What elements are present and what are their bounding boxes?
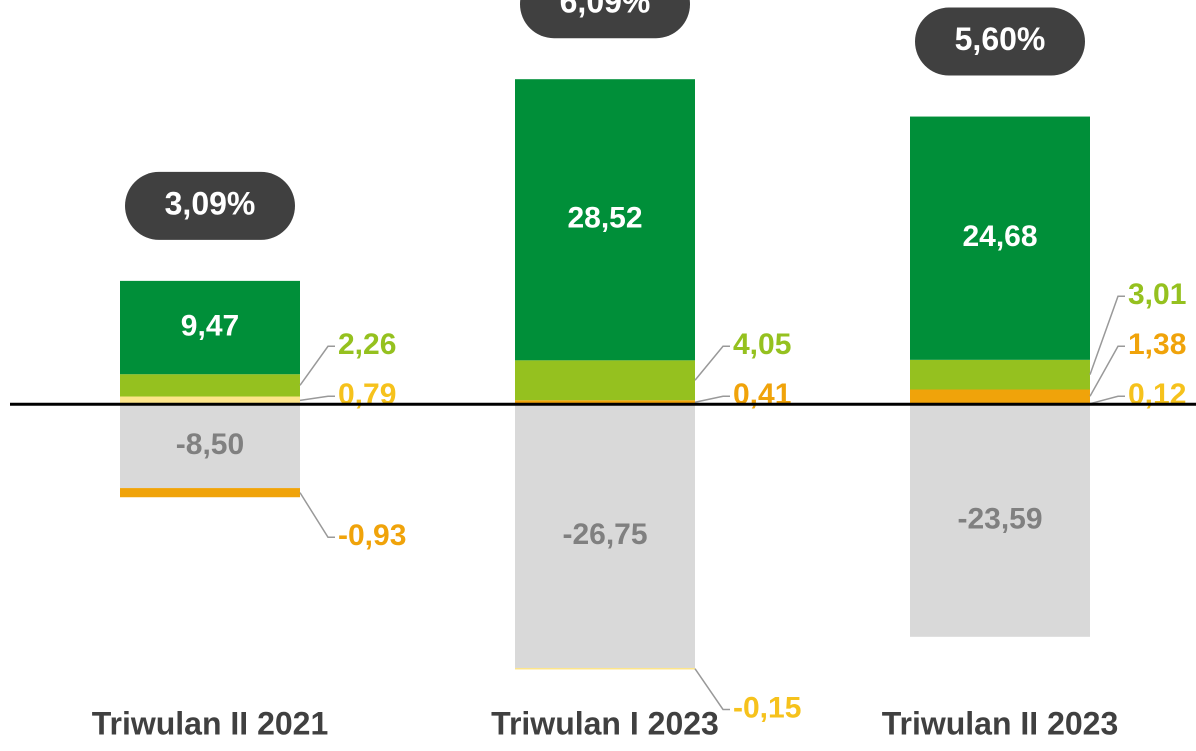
bar-segment bbox=[910, 389, 1090, 404]
bar-segment bbox=[515, 667, 695, 670]
bar-segment bbox=[515, 404, 695, 668]
value-label: 9,47 bbox=[181, 309, 239, 342]
value-label: 0,79 bbox=[338, 378, 396, 411]
bar-segment bbox=[910, 404, 1090, 637]
value-label: -0,93 bbox=[338, 519, 406, 552]
value-label: 4,05 bbox=[733, 328, 791, 361]
total-label: 3,09% bbox=[165, 185, 256, 221]
bar-segment bbox=[515, 400, 695, 405]
leader-line bbox=[694, 668, 730, 711]
x-tick-label: Triwulan II 2023 bbox=[882, 705, 1119, 741]
value-label: -23,59 bbox=[957, 502, 1042, 535]
total-badge bbox=[125, 171, 295, 240]
bar-segment bbox=[120, 488, 300, 498]
leader-line bbox=[1089, 395, 1125, 405]
total-label: 6,09% bbox=[560, 0, 651, 20]
leader-line bbox=[299, 345, 335, 386]
leader-line bbox=[694, 345, 730, 381]
value-label: 28,52 bbox=[567, 202, 642, 235]
value-label: 2,26 bbox=[338, 328, 396, 361]
x-tick-label: Triwulan II 2021 bbox=[92, 705, 329, 741]
leader-line bbox=[1089, 295, 1125, 375]
bar-segment bbox=[120, 280, 300, 375]
leader-line bbox=[299, 395, 335, 402]
bar-segment bbox=[910, 359, 1090, 390]
total-badge bbox=[915, 7, 1085, 76]
bar-segment bbox=[120, 374, 300, 397]
value-label: -8,50 bbox=[176, 428, 244, 461]
total-badge bbox=[520, 0, 690, 39]
leader-line bbox=[299, 492, 335, 538]
value-label: 0,12 bbox=[1128, 378, 1186, 411]
leader-line bbox=[694, 395, 730, 403]
value-label: 24,68 bbox=[962, 220, 1037, 253]
value-label: 1,38 bbox=[1128, 328, 1186, 361]
value-label: 0,41 bbox=[733, 378, 791, 411]
bar-segment bbox=[120, 396, 300, 405]
bar-segment bbox=[120, 404, 300, 489]
total-label: 5,60% bbox=[955, 21, 1046, 57]
x-tick-label: Triwulan I 2023 bbox=[491, 705, 719, 741]
bar-segment bbox=[515, 360, 695, 401]
value-label: -26,75 bbox=[562, 518, 647, 551]
value-label: 3,01 bbox=[1128, 278, 1186, 311]
bar-segment bbox=[515, 79, 695, 361]
leader-line bbox=[1089, 345, 1125, 397]
bar-segment bbox=[910, 116, 1090, 360]
value-label: -0,15 bbox=[733, 691, 801, 724]
